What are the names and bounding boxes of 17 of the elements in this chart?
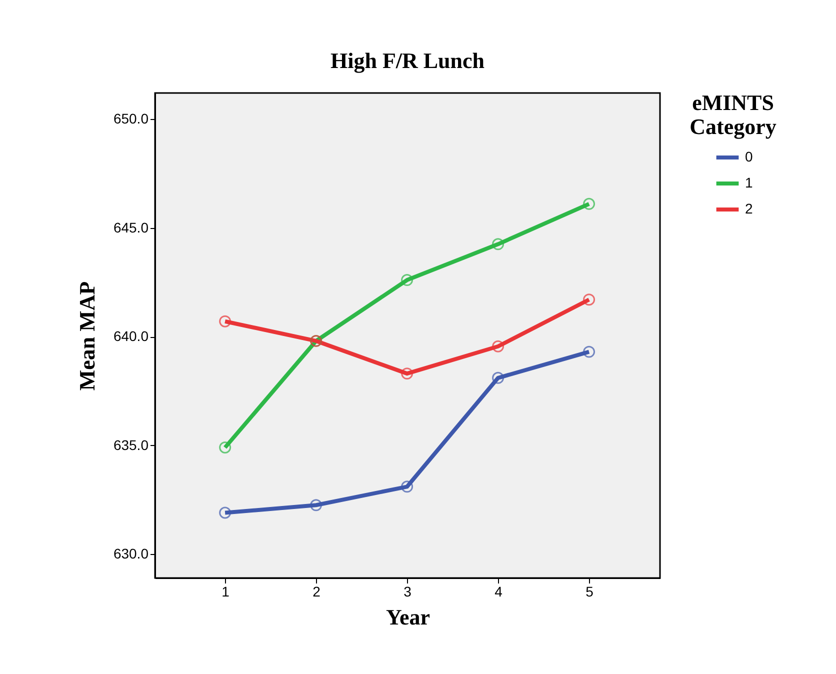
x-axis-title: Year — [386, 604, 430, 630]
y-tick-label: 640.0 — [113, 328, 149, 344]
x-tick-label: 5 — [586, 584, 594, 600]
x-tick-label: 4 — [494, 584, 503, 600]
y-tick-label: 630.0 — [113, 546, 149, 562]
y-tick-label: 635.0 — [113, 436, 149, 453]
y-tick-label: 645.0 — [113, 219, 149, 236]
legend-label: 0 — [745, 148, 753, 164]
x-tick-label: 1 — [222, 584, 230, 600]
legend-title: eMINTS Category — [690, 90, 776, 139]
chart-title: High F/R Lunch — [330, 48, 485, 73]
x-tick-label: 3 — [404, 584, 412, 600]
legend-label: 1 — [745, 174, 753, 190]
y-axis-title: Mean MAP — [74, 281, 100, 391]
x-tick-label: 2 — [312, 584, 321, 600]
legend-label: 2 — [745, 200, 753, 216]
y-tick-label: 650.0 — [113, 110, 149, 127]
